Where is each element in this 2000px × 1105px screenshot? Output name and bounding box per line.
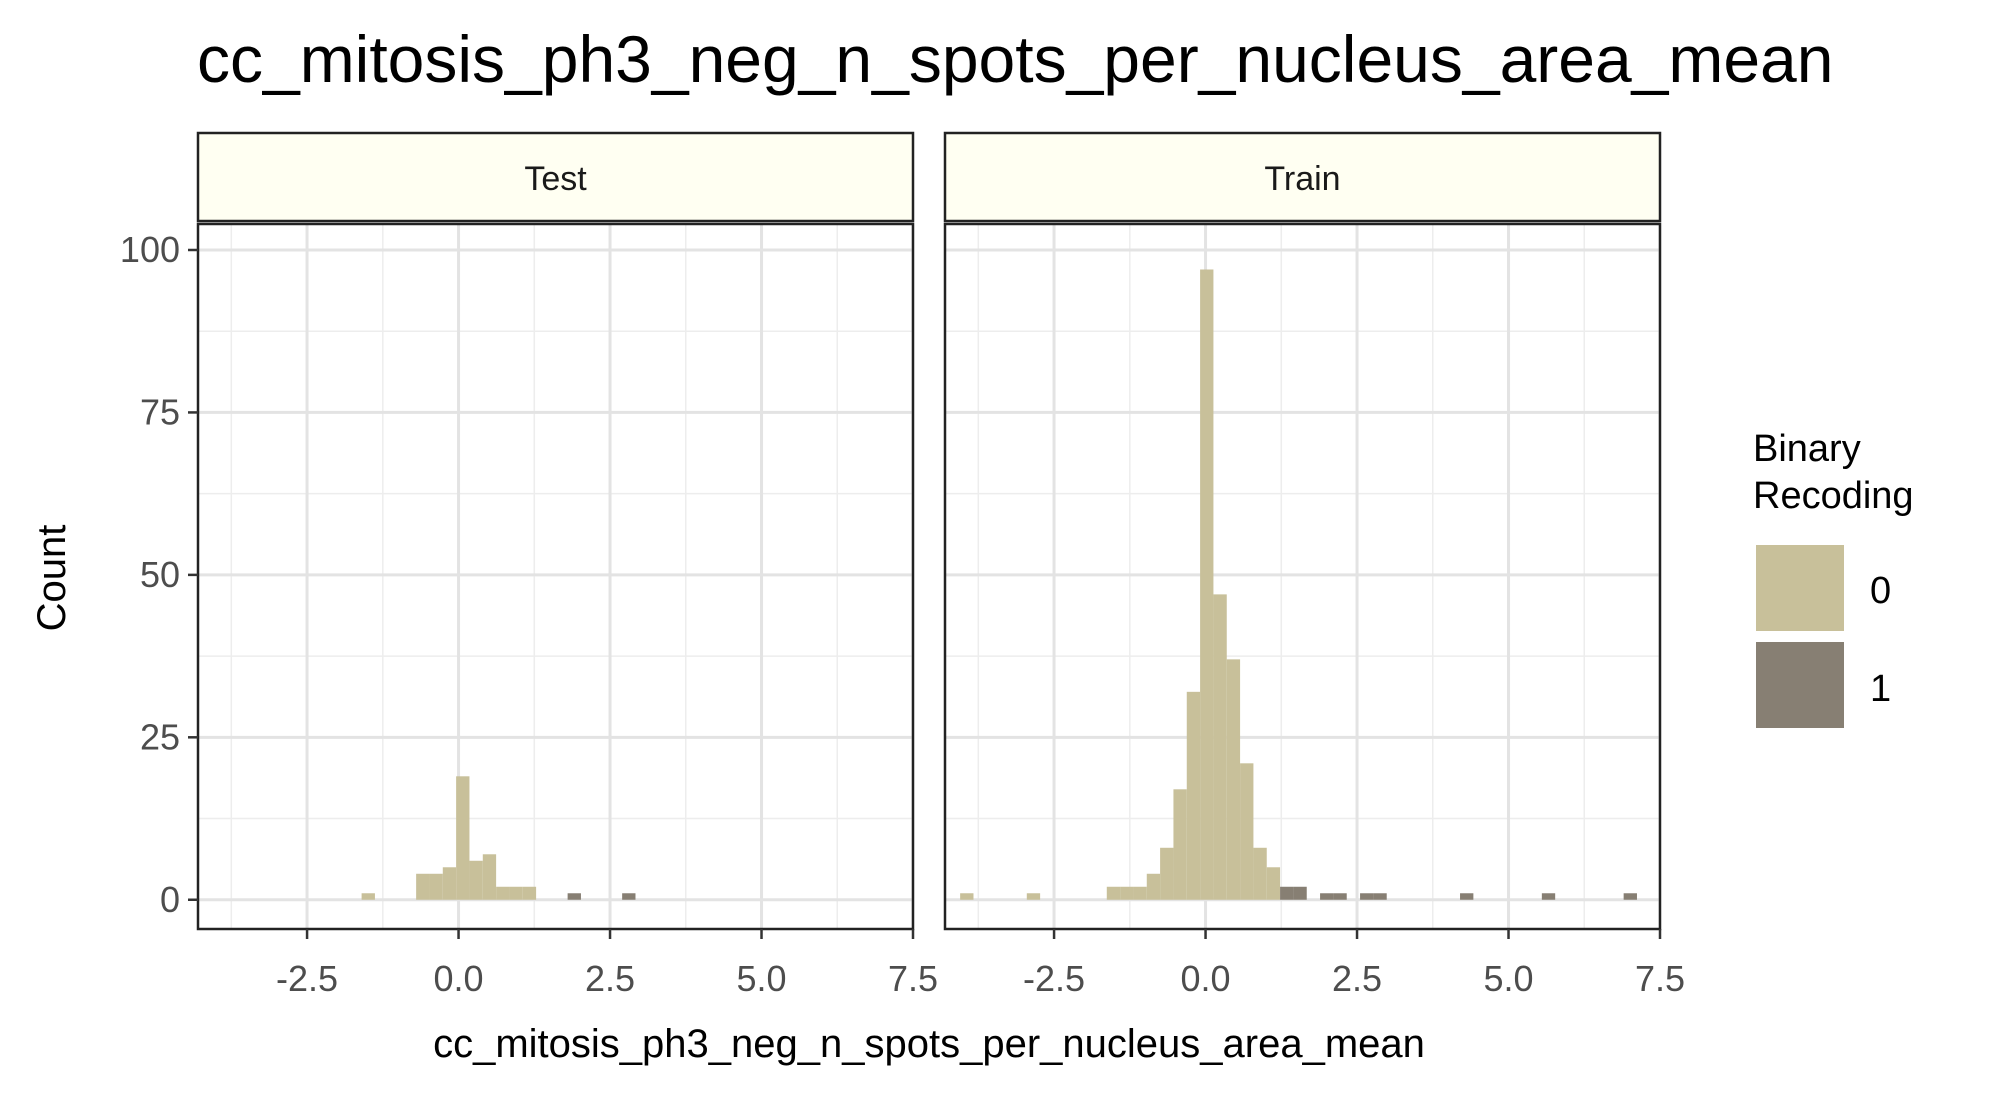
facet-panels: Test -2.5 0.0 2.5 5.0 7.5 0 25 50 75 100 Train -2.5 0…: [120, 131, 1685, 999]
x-tick-label: 7.5: [1635, 958, 1685, 999]
histogram-bar-train-recoding-0: [1266, 867, 1281, 900]
panel-border: [196, 222, 915, 931]
x-tick-label: -2.5: [276, 958, 338, 999]
legend-title-line-2: Recoding: [1753, 475, 1914, 517]
histogram-bar-train-recoding-0: [1213, 594, 1227, 900]
x-axis-label: cc_mitosis_ph3_neg_n_spots_per_nucleus_a…: [433, 1022, 1425, 1066]
histogram-bar-train-recoding-0: [1120, 886, 1134, 900]
histogram-bar-test-recoding-1: [567, 893, 581, 900]
histogram-bar-train-recoding-0: [1106, 886, 1121, 900]
histogram-bar-test-recoding-0: [442, 867, 457, 900]
histogram-bar-train-recoding-1: [1360, 893, 1374, 900]
legend-key-0: [1756, 545, 1844, 631]
y-tick-label: 25: [140, 716, 180, 757]
histogram-bar-train-recoding-1: [1280, 886, 1294, 900]
histogram-bar-train-recoding-1: [1623, 893, 1637, 900]
histogram-bar-train-recoding-0: [1226, 659, 1241, 900]
histogram-bar-train-recoding-0: [1240, 763, 1254, 900]
histogram-bar-train-recoding-0: [1133, 886, 1147, 900]
x-tick-label: 5.0: [1483, 958, 1533, 999]
x-tick-label: 2.5: [1332, 958, 1382, 999]
x-tick-label: 7.5: [888, 958, 938, 999]
y-tick-label: 50: [140, 554, 180, 595]
histogram-bar-test-recoding-0: [496, 886, 510, 900]
histogram-bar-test-recoding-0: [482, 854, 497, 900]
histogram-bar-train-recoding-1: [1541, 893, 1556, 900]
histogram-bar-test-recoding-0: [429, 873, 443, 900]
panel-train: Train -2.5 0.0 2.5 5.0 7.5: [943, 131, 1685, 999]
y-tick-label: 100: [120, 229, 180, 270]
legend-key-1: [1756, 642, 1844, 728]
facet-strip-test: [196, 131, 915, 223]
histogram-bar-train-recoding-1: [1460, 893, 1474, 900]
legend-label-0: 0: [1870, 570, 1891, 612]
chart-title: cc_mitosis_ph3_neg_n_spots_per_nucleus_a…: [197, 22, 1833, 96]
histogram-bar-test-recoding-0: [522, 886, 537, 900]
x-tick-label: 2.5: [585, 958, 635, 999]
histogram-bar-train-recoding-0: [960, 893, 974, 900]
histogram-bar-test-recoding-0: [416, 873, 430, 900]
histogram-bar-train-recoding-0: [1200, 269, 1214, 900]
histogram-bar-train-recoding-0: [1026, 893, 1041, 900]
facet-strip-label-train: Train: [1264, 160, 1340, 198]
histogram-bar-train-recoding-1: [1333, 893, 1347, 900]
x-tick-label: 0.0: [434, 958, 484, 999]
legend-title-line-1: Binary: [1753, 428, 1861, 470]
legend: Binary Recoding 0 1: [1753, 428, 1914, 728]
panel-test: Test -2.5 0.0 2.5 5.0 7.5 0 25 50 75 100: [120, 131, 938, 999]
histogram-bar-test-recoding-0: [509, 886, 523, 900]
facet-strip-train: [943, 131, 1662, 223]
panel-plot-area-0: [198, 224, 913, 929]
histogram-bar-test-recoding-1: [622, 893, 636, 900]
panel-border: [943, 222, 1662, 931]
x-tick-label: 5.0: [736, 958, 786, 999]
y-tick-label: 75: [140, 391, 180, 432]
histogram-bar-test-recoding-0: [469, 860, 483, 900]
histogram-bar-test-recoding-0: [361, 893, 375, 900]
y-axis-label: Count: [30, 525, 74, 632]
histogram-bar-train-recoding-0: [1253, 847, 1267, 900]
panel-plot-area-1: [945, 224, 1660, 929]
facet-strip-label-test: Test: [524, 160, 587, 198]
legend-label-1: 1: [1870, 668, 1891, 710]
histogram-bar-train-recoding-0: [1160, 847, 1174, 900]
histogram-bar-test-recoding-0: [456, 776, 470, 900]
y-tick-label: 0: [160, 879, 180, 920]
histogram-bar-train-recoding-1: [1373, 893, 1387, 900]
histogram-bar-train-recoding-0: [1173, 789, 1187, 900]
histogram-bar-train-recoding-1: [1293, 886, 1307, 900]
x-tick-label: -2.5: [1023, 958, 1085, 999]
x-tick-label: 0.0: [1181, 958, 1231, 999]
histogram-bar-train-recoding-0: [1186, 691, 1201, 900]
histogram-bar-train-recoding-1: [1320, 893, 1334, 900]
histogram-bar-train-recoding-0: [1146, 873, 1161, 900]
